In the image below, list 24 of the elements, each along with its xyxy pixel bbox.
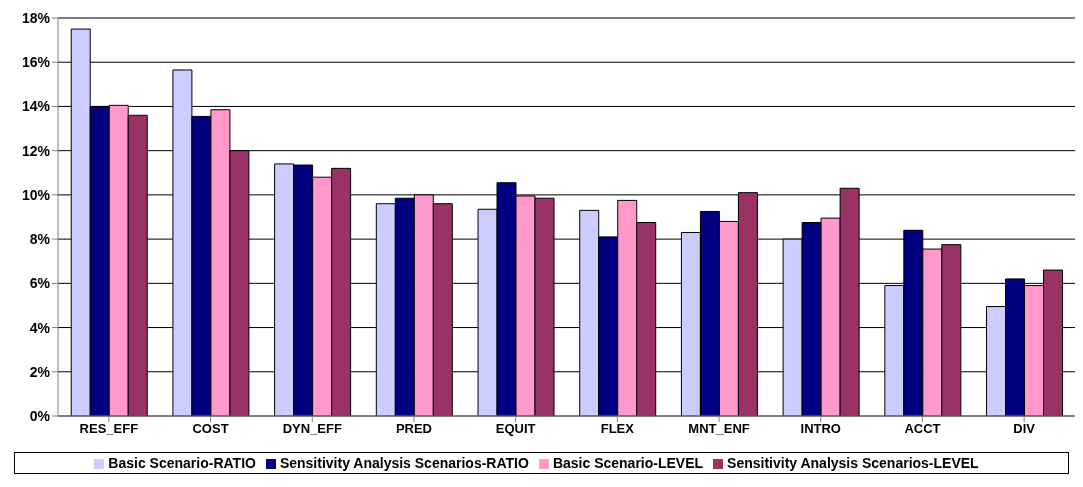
legend-label: Basic Scenario-RATIO [108,455,256,471]
x-tick-label: DYN_EFF [282,421,342,437]
y-tick-label: 14% [21,98,51,115]
y-tick-label: 2% [29,363,51,380]
x-tick-label: COST [192,421,229,437]
legend-label: Basic Scenario-LEVEL [552,455,704,471]
y-tick-label: 12% [21,142,51,159]
y-tick-label: 10% [21,186,51,203]
y-tick-label: 0% [29,407,51,424]
x-tick-label: ACCT [904,421,941,437]
x-tick-label: MNT_ENF [688,421,750,437]
legend-label: Sensitivity Analysis Scenarios-LEVEL [727,455,979,471]
y-tick-label: 16% [21,54,51,71]
x-tick-label: EQUIT [495,421,536,437]
y-tick-label: 4% [29,319,51,336]
y-tick-label: 6% [29,275,51,292]
x-tick-label: INTRO [800,421,841,437]
x-tick-label: PRED [395,421,433,437]
y-tick-label: 8% [29,231,51,248]
x-tick-label: DIV [1013,421,1036,437]
legend-label: Sensitivity Analysis Scenarios-RATIO [279,455,529,471]
x-tick-label: FLEX [600,421,635,437]
x-tick-label: RES_EFF [79,421,139,437]
y-tick-label: 18% [21,9,51,26]
